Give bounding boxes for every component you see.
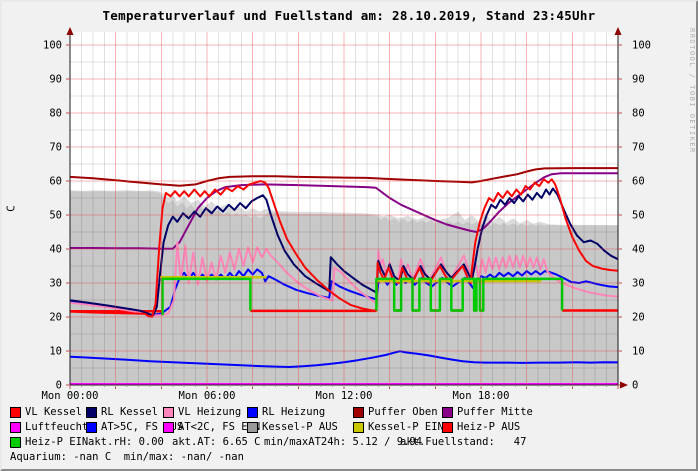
- legend-label: RL Kessel: [101, 406, 158, 418]
- legend-label: VL Kessel: [25, 406, 82, 418]
- y-tick-left: 80: [49, 108, 62, 120]
- series-rl-kessel: [70, 187, 618, 316]
- legend-swatch: [163, 421, 174, 433]
- legend-swatch: [442, 421, 453, 433]
- stat-text: akt.rH: 0.00: [88, 436, 164, 448]
- y-tick-left: 0: [56, 380, 62, 392]
- chart-canvas: 0 0 10 10 20 20 30 30 40 40 50 50 60 60 70 70 80 80 90 90 10…: [42, 27, 651, 402]
- legend-swatch: [163, 406, 174, 418]
- legend-label: min/maxAT24h: 5.12 / 9.94: [264, 436, 423, 448]
- legend-item: Heiz-P EIN: [10, 436, 88, 448]
- plot-area: [70, 167, 618, 385]
- legend-row-1: VL Kessel RL Kessel VL Heizung RL Heizung Pu…: [2, 406, 696, 420]
- y-tick-left: 70: [49, 142, 62, 154]
- legend-swatch: [10, 421, 21, 433]
- legend-label: Heiz-P EIN: [25, 436, 89, 448]
- series-puffer-mitte: [70, 172, 618, 250]
- chart-title: Temperaturverlauf und Fuellstand am: 28.…: [102, 8, 596, 23]
- legend-label: Aquarium: -nan C min/max: -nan/ -nan: [10, 451, 244, 463]
- y-tick-left: 10: [49, 346, 62, 358]
- legend-item: Kessel-P EIN: [353, 421, 444, 433]
- y-tick-right: 40: [632, 244, 645, 256]
- y-tick-left: 40: [49, 244, 62, 256]
- x-tick: Mon 00:00: [42, 390, 99, 402]
- legend-label: Luftfeuchte: [25, 421, 95, 433]
- stat-text: Aquarium: -nan C min/max: -nan/ -nan: [10, 451, 244, 463]
- legend-label: Kessel-P AUS: [262, 421, 338, 433]
- y-tick-left: 60: [49, 176, 62, 188]
- legend-swatch: [442, 406, 453, 418]
- stat-text: akt.AT: 6.65 C: [172, 436, 261, 448]
- y-tick-left: 90: [49, 74, 62, 86]
- stat-text: akt.Fuellstand: 47: [400, 436, 526, 448]
- legend-item: AT<2C, FS EIN: [163, 421, 260, 433]
- series-at-5c-fs-aus: [70, 350, 618, 368]
- rrdtool-watermark: RRDTOOL / TOBI OETIKER: [688, 28, 696, 154]
- legend-swatch: [10, 406, 21, 418]
- y-tick-right: 20: [632, 312, 645, 324]
- y-tick-right: 10: [632, 346, 645, 358]
- legend-label: akt.Fuellstand: 47: [400, 436, 527, 448]
- legend-label: RL Heizung: [262, 406, 326, 418]
- legend-label: Puffer Mitte: [457, 406, 533, 418]
- legend-label: akt.rH: 0.00: [88, 436, 164, 448]
- y-tick-right: 50: [632, 210, 645, 222]
- x-tick: Mon 12:00: [316, 390, 373, 402]
- y-tick-right: 70: [632, 142, 645, 154]
- legend-row-4: Aquarium: -nan C min/max: -nan/ -nan: [2, 451, 696, 465]
- legend-item: RL Heizung: [247, 406, 325, 418]
- legend-swatch: [247, 421, 258, 433]
- series-heiz-p-ein: [375, 277, 564, 312]
- legend-item: VL Heizung: [163, 406, 241, 418]
- legend-swatch: [247, 406, 258, 418]
- y-tick-right: 100: [632, 40, 651, 52]
- legend-item: RL Kessel: [86, 406, 158, 418]
- x-tick: Mon 18:00: [453, 390, 510, 402]
- y-tick-left: 100: [43, 40, 62, 52]
- y-tick-left: 30: [49, 278, 62, 290]
- series-puffer-oben: [70, 167, 618, 187]
- legend-swatch: [353, 421, 364, 433]
- series-heiz-p-ein: [161, 277, 252, 316]
- x-tick: Mon 06:00: [179, 390, 236, 402]
- series-vl-kessel: [70, 178, 618, 318]
- legend-row-2: Luftfeuchte AT>5C, FS AUS AT<2C, FS EIN Kes…: [2, 421, 696, 435]
- y-tick-right: 90: [632, 74, 645, 86]
- legend-item: Luftfeuchte: [10, 421, 95, 433]
- legend-label: Puffer Oben: [368, 406, 438, 418]
- y-tick-right: 80: [632, 108, 645, 120]
- grid: [70, 32, 618, 385]
- legend-item: Puffer Mitte: [442, 406, 533, 418]
- legend-swatch: [353, 406, 364, 418]
- y-tick-right: 0: [632, 380, 638, 392]
- stat-text: min/maxAT24h: 5.12 / 9.94: [264, 436, 422, 448]
- legend-label: Kessel-P EIN: [368, 421, 444, 433]
- legend-label: Heiz-P AUS: [457, 421, 521, 433]
- y-tick-left: 50: [49, 210, 62, 222]
- legend-swatch: [10, 436, 21, 448]
- legend-swatch: [86, 406, 97, 418]
- legend-label: akt.AT: 6.65 C: [172, 436, 261, 448]
- y-tick-right: 30: [632, 278, 645, 290]
- legend-item: Kessel-P AUS: [247, 421, 338, 433]
- y-tick-left: 20: [49, 312, 62, 324]
- legend-label: VL Heizung: [178, 406, 242, 418]
- legend-item: VL Kessel: [10, 406, 82, 418]
- y-tick-right: 60: [632, 176, 645, 188]
- legend-item: Heiz-P AUS: [442, 421, 520, 433]
- legend-item: Puffer Oben: [353, 406, 438, 418]
- legend-swatch: [86, 421, 97, 433]
